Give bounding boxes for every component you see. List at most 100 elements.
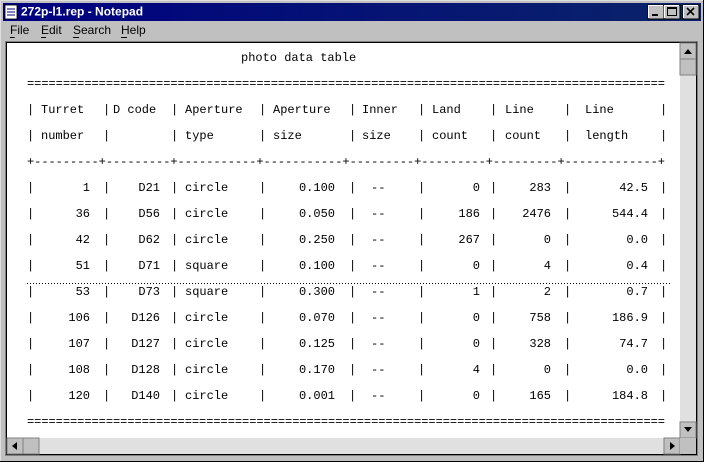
column-separator: |	[564, 363, 571, 377]
column-separator: |	[27, 233, 34, 247]
column-separator: |	[103, 129, 110, 143]
column-separator: |	[171, 389, 178, 403]
header-cell: Aperture	[273, 103, 331, 117]
rule-line: +---------+---------+-----------+-------…	[27, 155, 665, 169]
table-cell: D127	[131, 337, 160, 351]
table-cell: 107	[68, 337, 90, 351]
table-cell: 53	[76, 285, 90, 299]
column-separator: |	[349, 103, 356, 117]
table-cell: 0.7	[626, 285, 648, 299]
column-separator: |	[171, 181, 178, 195]
table-cell: D21	[138, 181, 160, 195]
column-separator: |	[171, 259, 178, 273]
column-separator: |	[660, 207, 667, 221]
table-cell: 0	[544, 233, 551, 247]
table-cell: 0.250	[299, 233, 335, 247]
table-cell: circle	[185, 389, 228, 403]
maximize-button[interactable]	[663, 4, 681, 20]
table-cell: --	[371, 181, 385, 195]
column-separator: |	[27, 103, 34, 117]
table-cell: circle	[185, 181, 228, 195]
table-cell: 186	[458, 207, 480, 221]
table-cell: 0.070	[299, 311, 335, 325]
column-separator: |	[490, 233, 497, 247]
rule-line: ========================================…	[27, 77, 665, 91]
table-cell: 165	[529, 389, 551, 403]
column-separator: |	[564, 389, 571, 403]
column-separator: |	[259, 285, 266, 299]
doc-title: photo data table	[241, 51, 356, 65]
minimize-button[interactable]	[647, 4, 665, 20]
menu-item[interactable]: File	[10, 23, 30, 37]
table-cell: 267	[458, 233, 480, 247]
column-separator: |	[27, 363, 34, 377]
column-separator: |	[171, 285, 178, 299]
table-cell: 0.001	[299, 389, 335, 403]
column-separator: |	[660, 233, 667, 247]
column-separator: |	[564, 337, 571, 351]
column-separator: |	[27, 207, 34, 221]
table-cell: 1	[473, 285, 480, 299]
table-cell: D126	[131, 311, 160, 325]
vertical-scrollbar[interactable]	[679, 42, 697, 439]
column-separator: |	[349, 311, 356, 325]
column-separator: |	[418, 259, 425, 273]
column-separator: |	[259, 129, 266, 143]
column-separator: |	[490, 285, 497, 299]
table-cell: 2476	[522, 207, 551, 221]
table-cell: --	[371, 285, 385, 299]
menu-item[interactable]: Edit	[41, 23, 62, 37]
column-separator: |	[490, 363, 497, 377]
column-separator: |	[490, 207, 497, 221]
header-cell: Aperture	[185, 103, 243, 117]
table-cell: 0.125	[299, 337, 335, 351]
table-cell: 0.100	[299, 181, 335, 195]
column-separator: |	[564, 103, 571, 117]
column-separator: |	[660, 311, 667, 325]
column-separator: |	[103, 337, 110, 351]
column-separator: |	[564, 259, 571, 273]
column-separator: |	[27, 181, 34, 195]
column-separator: |	[660, 285, 667, 299]
table-cell: 328	[529, 337, 551, 351]
column-separator: |	[171, 363, 178, 377]
table-cell: square	[185, 259, 228, 273]
table-cell: 0.0	[626, 233, 648, 247]
table-cell: circle	[185, 311, 228, 325]
close-button[interactable]	[682, 4, 700, 20]
column-separator: |	[103, 363, 110, 377]
table-cell: 42.5	[619, 181, 648, 195]
table-cell: 36	[76, 207, 90, 221]
column-separator: |	[660, 103, 667, 117]
table-cell: D128	[131, 363, 160, 377]
column-separator: |	[103, 207, 110, 221]
column-separator: |	[103, 311, 110, 325]
column-separator: |	[418, 129, 425, 143]
column-separator: |	[27, 259, 34, 273]
table-cell: 74.7	[619, 337, 648, 351]
column-separator: |	[103, 181, 110, 195]
column-separator: |	[27, 337, 34, 351]
column-separator: |	[418, 311, 425, 325]
table-cell: 0	[473, 181, 480, 195]
column-separator: |	[660, 259, 667, 273]
column-separator: |	[349, 285, 356, 299]
menu-item[interactable]: Search	[73, 23, 111, 37]
column-separator: |	[259, 233, 266, 247]
column-separator: |	[660, 363, 667, 377]
table-cell: D140	[131, 389, 160, 403]
table-cell: circle	[185, 233, 228, 247]
column-separator: |	[660, 389, 667, 403]
header-cell: count	[505, 129, 541, 143]
column-separator: |	[564, 181, 571, 195]
header-cell: Line	[505, 103, 534, 117]
horizontal-scrollbar[interactable]	[6, 437, 696, 455]
table-cell: 0.100	[299, 259, 335, 273]
column-separator: |	[27, 285, 34, 299]
column-separator: |	[349, 233, 356, 247]
column-separator: |	[27, 389, 34, 403]
text-area[interactable]	[7, 43, 680, 438]
menu-item[interactable]: Help	[121, 23, 146, 37]
column-separator: |	[259, 207, 266, 221]
